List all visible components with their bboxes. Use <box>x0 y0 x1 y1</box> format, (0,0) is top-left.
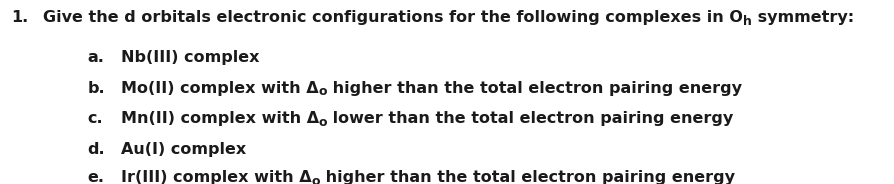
Text: lower than the total electron pairing energy: lower than the total electron pairing en… <box>327 111 734 126</box>
Text: higher than the total electron pairing energy: higher than the total electron pairing e… <box>327 81 742 96</box>
Text: o: o <box>318 85 327 98</box>
Text: Mo(II) complex with Δ: Mo(II) complex with Δ <box>121 81 318 96</box>
Text: Give the d orbitals electronic configurations for the following complexes in O: Give the d orbitals electronic configura… <box>43 10 743 25</box>
Text: b.: b. <box>88 81 105 96</box>
Text: Mn(II) complex with Δ: Mn(II) complex with Δ <box>121 111 319 126</box>
Text: d.: d. <box>88 142 105 157</box>
Text: a.: a. <box>88 50 105 65</box>
Text: o: o <box>319 116 327 129</box>
Text: Ir(III) complex with Δ: Ir(III) complex with Δ <box>121 170 311 184</box>
Text: e.: e. <box>88 170 105 184</box>
Text: 1.: 1. <box>11 10 28 25</box>
Text: Au(I) complex: Au(I) complex <box>121 142 246 157</box>
Text: o: o <box>311 175 320 184</box>
Text: higher than the total electron pairing energy: higher than the total electron pairing e… <box>320 170 735 184</box>
Text: Nb(III) complex: Nb(III) complex <box>121 50 259 65</box>
Text: h: h <box>743 15 752 28</box>
Text: c.: c. <box>88 111 103 126</box>
Text: symmetry:: symmetry: <box>752 10 854 25</box>
